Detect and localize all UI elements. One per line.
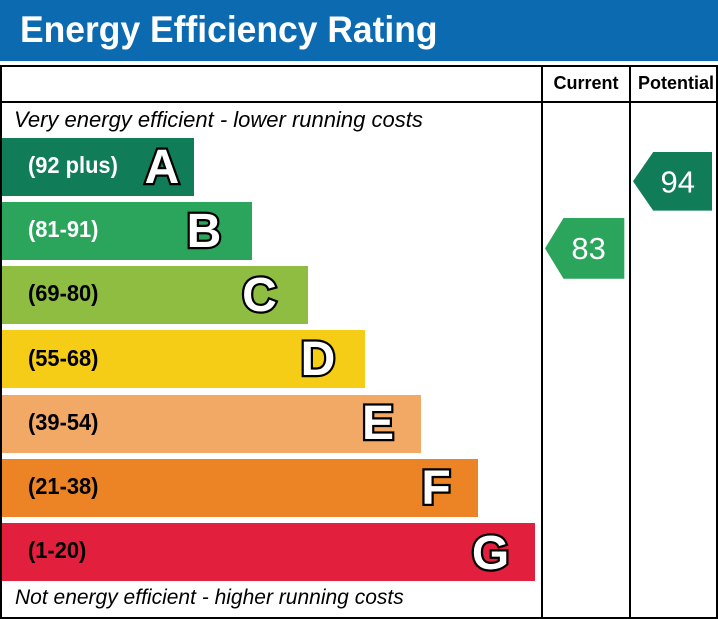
- svg-text:94: 94: [661, 165, 695, 200]
- svg-text:E: E: [362, 397, 394, 450]
- svg-text:G: G: [472, 527, 509, 580]
- svg-text:83: 83: [571, 231, 605, 266]
- svg-text:B: B: [187, 205, 222, 258]
- svg-text:F: F: [421, 462, 450, 515]
- svg-text:D: D: [301, 333, 336, 386]
- svg-text:C: C: [242, 269, 277, 322]
- svg-text:A: A: [145, 141, 180, 194]
